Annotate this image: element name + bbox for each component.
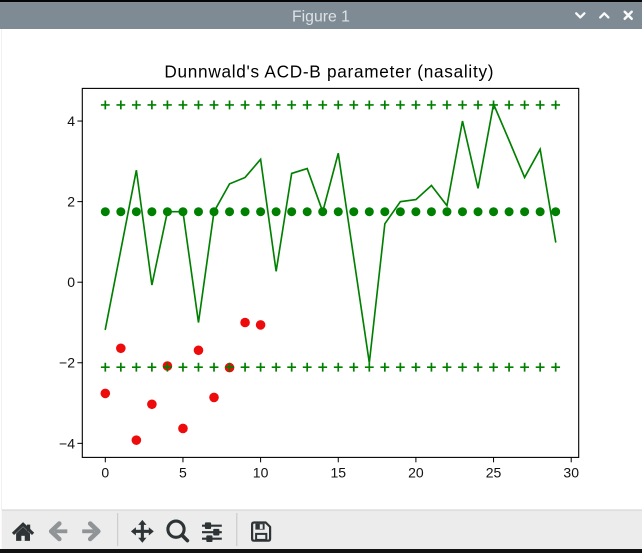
svg-text:Dunnwald's ACD-B parameter (na: Dunnwald's ACD-B parameter (nasality)	[164, 61, 494, 81]
svg-text:20: 20	[408, 465, 424, 481]
svg-text:30: 30	[563, 465, 579, 481]
svg-text:5: 5	[179, 465, 187, 481]
svg-text:2: 2	[67, 194, 75, 210]
svg-text:−2: −2	[59, 355, 75, 371]
svg-text:25: 25	[486, 465, 502, 481]
svg-text:Figure 1: Figure 1	[292, 9, 350, 26]
svg-text:10: 10	[253, 465, 269, 481]
svg-text:15: 15	[330, 465, 346, 481]
svg-text:0: 0	[67, 274, 75, 290]
svg-text:−4: −4	[59, 435, 75, 451]
svg-text:4: 4	[67, 113, 75, 129]
svg-text:0: 0	[101, 465, 109, 481]
